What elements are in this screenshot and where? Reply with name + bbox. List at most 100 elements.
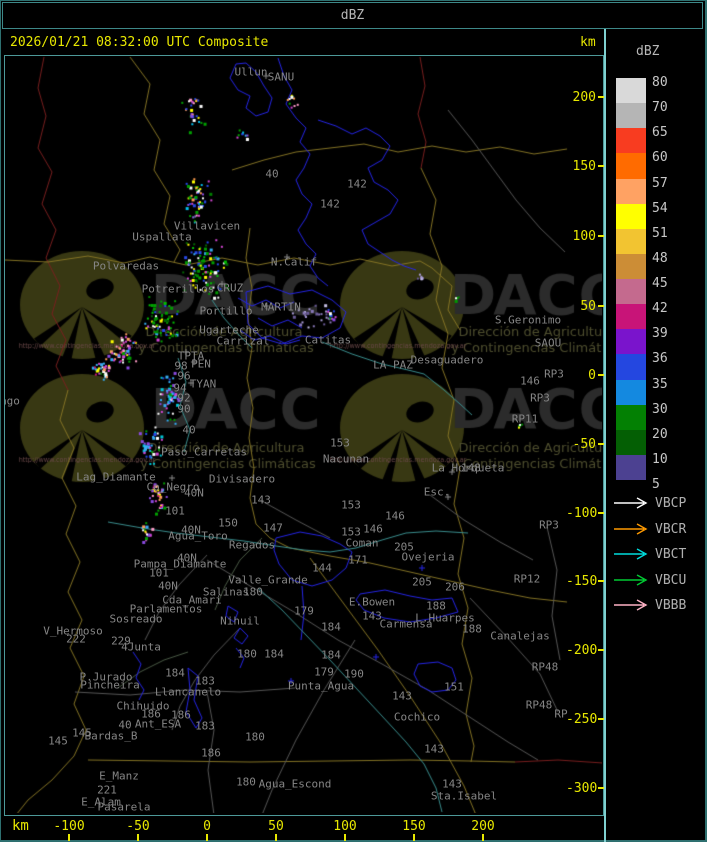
- map-label: 98: [174, 359, 188, 373]
- map-label: 229: [111, 634, 131, 648]
- map-labels-layer: Ullun SANU Villavicen Uspallata Polvaredas N.…: [5, 56, 602, 813]
- right-axis-tick: [598, 165, 604, 167]
- bottom-axis-tick-label: -100: [53, 819, 85, 834]
- colorbar-tick-label: 57: [652, 175, 668, 191]
- map-label: E_Manz: [99, 769, 139, 783]
- map-label: P.Jurado: [79, 670, 133, 684]
- map-label: 180: [237, 647, 257, 661]
- map-label: TPTA: [177, 349, 205, 363]
- colorbar-swatch: [616, 379, 646, 405]
- map-label: 143: [362, 609, 382, 623]
- map-label: Agua_Toro: [168, 529, 228, 543]
- map-label: 147: [263, 521, 283, 535]
- map-label: 144: [312, 561, 332, 575]
- map-label: RP3: [539, 518, 559, 532]
- bottom-axis-tick-label: 100: [333, 819, 357, 834]
- map-label: 186: [171, 708, 191, 722]
- map-label: 101: [165, 504, 185, 518]
- colorbar-swatch: [616, 279, 646, 305]
- map-label: 183: [195, 719, 215, 733]
- colorbar-tick-label: 36: [652, 351, 668, 367]
- right-axis-tick: [598, 649, 604, 651]
- bottom-axis-tick-label: 0: [203, 819, 211, 834]
- map-label: Pampa_Diamante: [133, 557, 227, 571]
- colorbar-tick-label: 80: [652, 75, 668, 90]
- map-label: 183: [195, 674, 215, 688]
- right-axis-tick-label: -100: [566, 506, 598, 521]
- map-label: RP11: [511, 412, 539, 426]
- colorbar-swatch: [616, 128, 646, 154]
- right-axis-tick: [598, 374, 604, 376]
- bottom-axis-tick: [413, 834, 415, 841]
- colorbar-swatch: [616, 103, 646, 129]
- map-label: Parlamentos: [129, 602, 203, 616]
- right-axis-tick: [598, 443, 604, 445]
- vector-arrow-icon: [614, 548, 648, 560]
- map-label: RP3: [544, 367, 564, 381]
- map-label: SAOU: [534, 336, 562, 350]
- map-label: 90: [177, 402, 191, 416]
- map-label: Sosreado: [109, 612, 163, 626]
- map-label: Ugarteche: [199, 323, 259, 337]
- frame-right: [705, 0, 707, 842]
- map-label: 142: [320, 197, 340, 211]
- map-label: Polvaredas: [92, 259, 160, 273]
- map-label: 143: [251, 493, 271, 507]
- map-label: Portillo: [199, 304, 253, 318]
- map-label: RP12: [513, 572, 541, 586]
- map-label: Desaguadero: [410, 353, 484, 367]
- bottom-axis-tick-label: 150: [402, 819, 426, 834]
- map-label: Uspallata: [132, 230, 192, 244]
- map-label: V_Hermoso: [43, 624, 103, 638]
- vector-legend-label: VBCT: [655, 547, 687, 562]
- map-label: Esc.: [423, 485, 451, 499]
- right-axis-tick-label: -50: [572, 437, 596, 452]
- map-label: 150: [218, 516, 238, 530]
- map-label: 186: [141, 707, 161, 721]
- map-label: Catitas: [304, 333, 352, 347]
- map-label: 221: [97, 783, 117, 797]
- map-label: 179: [294, 604, 314, 618]
- map-label: RP: [554, 707, 568, 721]
- vector-legend-label: VBBB: [655, 598, 687, 613]
- map-label: Ant_ESA: [134, 717, 182, 731]
- map-label: 222: [66, 632, 86, 646]
- map-label: Coman: [345, 536, 379, 550]
- radar-map-canvas: [5, 56, 602, 813]
- map-label: Sta.Isabel: [430, 789, 498, 803]
- map-label: 143: [424, 742, 444, 756]
- right-axis-tick-label: 50: [580, 299, 596, 314]
- map-label: Pincheira: [80, 678, 140, 692]
- colorbar-swatch: [616, 404, 646, 430]
- map-label: 94: [173, 381, 187, 395]
- map-label: S.Geronimo: [494, 313, 562, 327]
- colorbar-swatch: [616, 78, 646, 104]
- right-axis-tick-label: 150: [572, 159, 596, 174]
- map-label: 188: [426, 599, 446, 613]
- bottom-axis-tick-label: 50: [268, 819, 284, 834]
- map-label: La Horqueta: [431, 461, 505, 475]
- title-bar: dBZ: [2, 2, 703, 29]
- right-axis-unit-label: km: [580, 35, 596, 50]
- map-label: 153: [341, 525, 361, 539]
- colorbar-swatch: [616, 304, 646, 330]
- colorbar-tick-label: 60: [652, 150, 668, 166]
- map-label: RP3: [530, 391, 550, 405]
- map-label: ago: [5, 394, 20, 408]
- map-label: PEN: [191, 357, 211, 371]
- bottom-axis-tick-label: -50: [126, 819, 150, 834]
- map-label: 151: [444, 680, 464, 694]
- map-label: L.Huarpes: [415, 611, 475, 625]
- map-label: Regados: [228, 538, 276, 552]
- map-label: 146: [520, 374, 540, 388]
- map-label: 40N: [184, 486, 204, 500]
- map-label: Punta_Agua: [287, 679, 355, 693]
- map-label: Paso_Carretas: [160, 445, 248, 459]
- right-axis-tick: [598, 787, 604, 789]
- map-label: Nihuil: [220, 614, 260, 628]
- map-label: N.Calif: [270, 255, 318, 269]
- map-label: E.Bowen: [348, 595, 396, 609]
- map-label: 184: [321, 648, 341, 662]
- bottom-axis-tick: [344, 834, 346, 841]
- colorbar-swatch: [616, 429, 646, 455]
